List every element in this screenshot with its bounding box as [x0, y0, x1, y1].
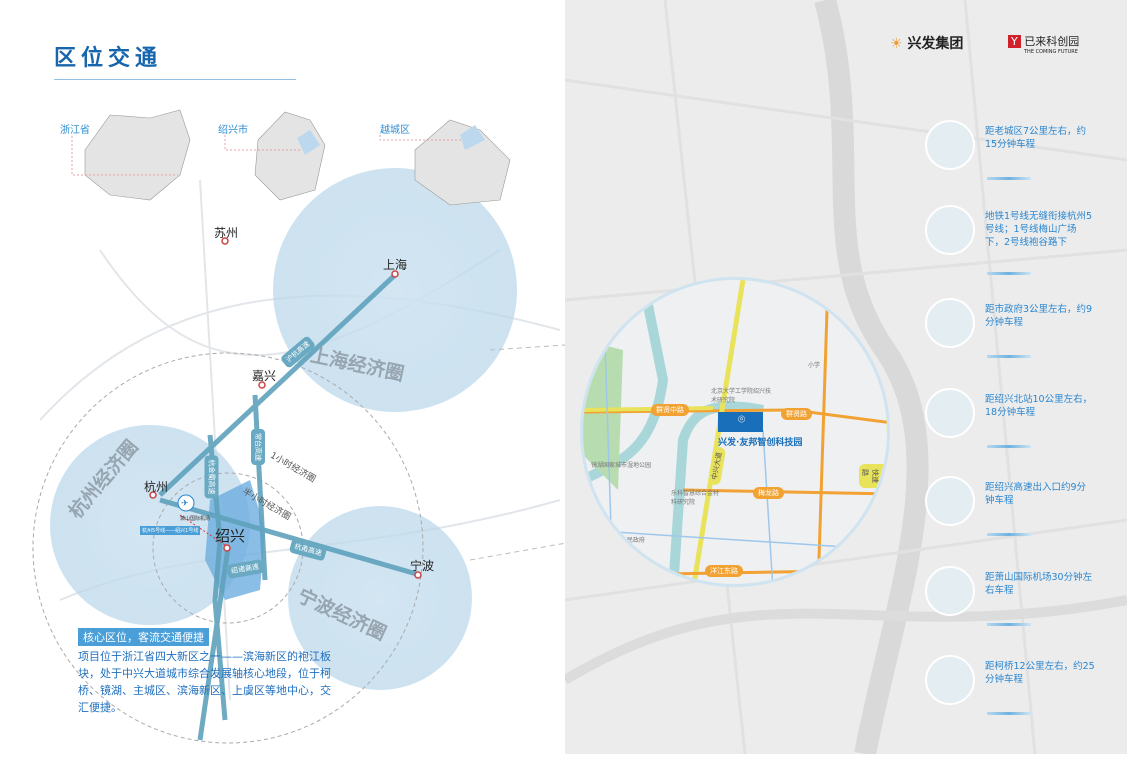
road-label: 群贤中路	[651, 404, 689, 416]
shaoxing-mini-map	[254, 111, 326, 201]
city-label: 嘉兴	[252, 369, 277, 383]
svg-text:✈: ✈	[181, 499, 189, 509]
project-label: 兴发·友邦智创科技园	[718, 438, 803, 448]
highlight-item: 距绍兴北站10公里左右，18分钟车程	[925, 388, 1115, 448]
regional-map: ✈	[32, 109, 565, 744]
poi-label: 小学	[808, 362, 821, 369]
xingfa-logo: ☀ 兴发集团	[890, 36, 964, 52]
title-divider	[54, 79, 296, 80]
location-pin-icon: ⌾	[738, 412, 746, 426]
road-label: 群贤路	[781, 408, 812, 420]
map-thumbnail	[925, 298, 975, 348]
hangzhou-circle	[50, 425, 250, 625]
city-label: 绍兴	[215, 527, 246, 545]
poi-label: 北京大学工学院绍兴技术研究院	[711, 388, 772, 404]
poi-label: 乐科智慧综合金材料研究院	[671, 490, 720, 506]
map-thumbnail	[925, 476, 975, 526]
highlight-item: 距绍兴高速出入口约9分钟车程	[925, 476, 1115, 536]
zoom-map: ⌾ 兴发·友邦智创科技园 群贤中路 群贤路 中兴大道 越东快速路 梅龙路 洋江东…	[580, 277, 890, 587]
highlight-item: 距市政府3公里左右，约9分钟车程	[925, 298, 1115, 358]
highlight-item: 距柯桥12公里左右，约25分钟车程	[925, 655, 1115, 715]
road-label: 洋江东路	[705, 565, 743, 577]
highlight-item: 距老城区7公里左右，约15分钟车程	[925, 120, 1115, 180]
divider	[987, 355, 1031, 358]
highlight-item: 地铁1号线无缝衔接杭州5号线；1号线梅山广场下，2号线袍谷路下	[925, 205, 1115, 275]
city-label: 宁波	[410, 559, 435, 573]
poi-label: 镜湖国家城市湿地公园	[591, 462, 652, 469]
poi-label: 绍兴市人民政府	[603, 537, 646, 544]
china-mini-map	[84, 109, 191, 201]
shanghai-circle	[273, 168, 517, 412]
mini-map-label: 越城区	[380, 125, 410, 136]
yuecheng-mini-map	[414, 119, 511, 206]
highlight-item: 距萧山国际机场30分钟左右车程	[925, 566, 1115, 626]
coming-future-icon: Y	[1008, 35, 1021, 48]
divider	[987, 445, 1031, 448]
summary-headline: 核心区位，客流交通便捷	[78, 628, 209, 646]
summary-text: 项目位于浙江省四大新区之一——滨海新区的袍江板块，处于中兴大道城市综合发展轴核心…	[78, 650, 331, 714]
divider	[987, 533, 1031, 536]
map-thumbnail	[925, 566, 975, 616]
divider	[987, 623, 1031, 626]
page-title: 区位交通	[54, 46, 163, 71]
coming-future-logo: Y 已来科创园 THE COMING FUTURE	[1008, 33, 1079, 55]
divider	[987, 272, 1031, 275]
divider	[987, 712, 1031, 715]
highway-label: 常台高速	[251, 429, 265, 465]
city-label: 上海	[383, 258, 408, 272]
airport-label: 萧山国际机场	[180, 516, 211, 522]
road-label: 梅龙路	[753, 487, 784, 499]
map-thumbnail	[925, 205, 975, 255]
road-label: 越东快速路	[859, 464, 887, 488]
city-label: 苏州	[214, 226, 239, 240]
one-hour-circle	[32, 352, 424, 744]
mini-map-label: 绍兴市	[218, 125, 248, 136]
map-thumbnail	[925, 655, 975, 705]
airport-icon	[177, 494, 195, 512]
metro-label: 杭州5号线——绍兴1号线	[140, 526, 201, 535]
divider	[987, 177, 1031, 180]
city-label: 杭州	[144, 480, 169, 494]
regional-map-panel: ✈ 区位交通 浙江省 绍兴市 越城区 苏州 上海 嘉兴 杭州 绍兴 宁波 上海经…	[0, 0, 565, 754]
project-marker[interactable]	[718, 412, 763, 432]
sun-logo-icon: ☀	[890, 36, 903, 52]
map-thumbnail	[925, 120, 975, 170]
highway-label: 杭金衢高速	[204, 455, 219, 499]
mini-map-label: 浙江省	[60, 125, 90, 136]
map-thumbnail	[925, 388, 975, 438]
